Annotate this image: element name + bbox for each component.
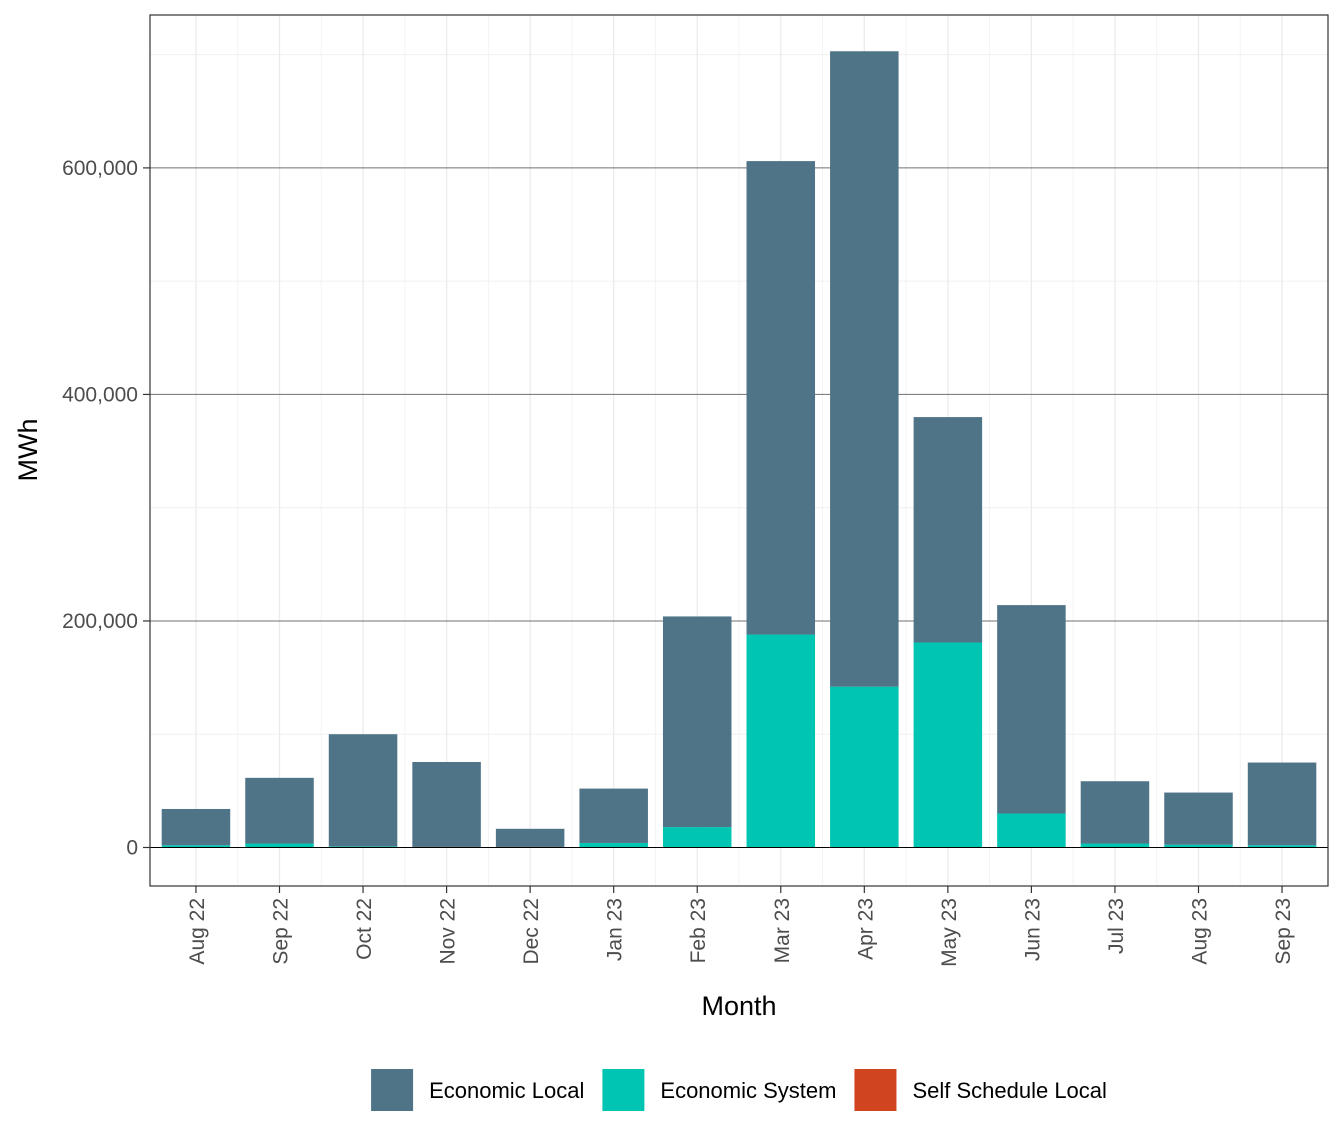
x-tick-label: Sep 23 <box>1272 898 1295 965</box>
legend-label: Economic System <box>660 1078 836 1103</box>
bar-economic-local <box>495 828 565 847</box>
y-tick-label: 200,000 <box>62 610 138 633</box>
bar-economic-local <box>662 616 732 828</box>
y-tick-label: 400,000 <box>62 383 138 406</box>
bars <box>161 51 1317 848</box>
legend-key <box>602 1069 645 1111</box>
bar-economic-system <box>161 845 231 848</box>
x-tick-label: Oct 22 <box>353 898 376 960</box>
bar-economic-system <box>1247 845 1317 848</box>
plot-border <box>149 14 1329 887</box>
bar-economic-local <box>412 761 481 847</box>
bar-economic-system <box>913 642 983 848</box>
legend-key <box>854 1069 897 1111</box>
bar-economic-local <box>997 605 1066 814</box>
bar-economic-local <box>245 777 314 844</box>
y-tick-label: 600,000 <box>62 157 138 180</box>
bar-economic-local <box>1080 781 1150 844</box>
x-axis: Aug 22 Sep 22 Oct 22 Nov 22 Dec 22 Jan 23 Feb … <box>186 886 1295 967</box>
legend: Economic Local Economic System Self Schedu… <box>371 1069 1107 1111</box>
legend-item: Self Schedule Local <box>854 1069 1107 1111</box>
bar-economic-system <box>662 827 732 848</box>
bar-economic-system <box>997 813 1066 848</box>
bar-economic-local <box>913 417 983 643</box>
legend-label: Economic Local <box>429 1078 584 1103</box>
x-tick-label: May 23 <box>938 898 961 967</box>
x-tick-label: Feb 23 <box>687 898 710 963</box>
y-axis-title: MWh <box>13 419 43 482</box>
bar-economic-local <box>830 51 899 687</box>
bar-economic-local <box>746 161 816 635</box>
x-tick-label: Nov 22 <box>437 898 460 965</box>
bar-economic-system <box>830 686 899 848</box>
bar-economic-system <box>1164 844 1233 848</box>
bar-economic-system <box>579 842 648 848</box>
legend-key <box>371 1069 414 1111</box>
x-tick-label: Sep 22 <box>269 898 292 965</box>
bar-economic-local <box>328 734 398 847</box>
x-tick-label: Dec 22 <box>520 898 543 965</box>
legend-label: Self Schedule Local <box>912 1078 1106 1103</box>
y-tick-label: 0 <box>126 836 138 859</box>
bar-economic-system <box>245 843 314 848</box>
legend-item: Economic Local <box>371 1069 584 1111</box>
legend-item: Economic System <box>602 1069 836 1111</box>
bar-economic-local <box>1164 792 1233 845</box>
x-tick-label: Mar 23 <box>771 898 794 963</box>
x-tick-label: Aug 23 <box>1189 898 1212 965</box>
bar-economic-local <box>579 788 648 843</box>
y-axis: 0 200,000 400,000 600,000 <box>62 157 150 859</box>
x-tick-label: Aug 22 <box>186 898 209 965</box>
x-tick-label: Apr 23 <box>854 898 877 960</box>
x-tick-label: Jan 23 <box>604 898 627 961</box>
x-tick-label: Jun 23 <box>1021 898 1044 961</box>
minor-gridlines <box>150 15 1328 886</box>
bar-economic-system <box>328 846 398 848</box>
bar-economic-system <box>1080 843 1150 848</box>
bar-economic-system <box>746 634 816 848</box>
x-axis-title: Month <box>701 991 776 1021</box>
x-tick-label: Jul 23 <box>1105 898 1128 954</box>
bar-economic-local <box>1247 762 1317 846</box>
bar-economic-local <box>161 808 231 846</box>
